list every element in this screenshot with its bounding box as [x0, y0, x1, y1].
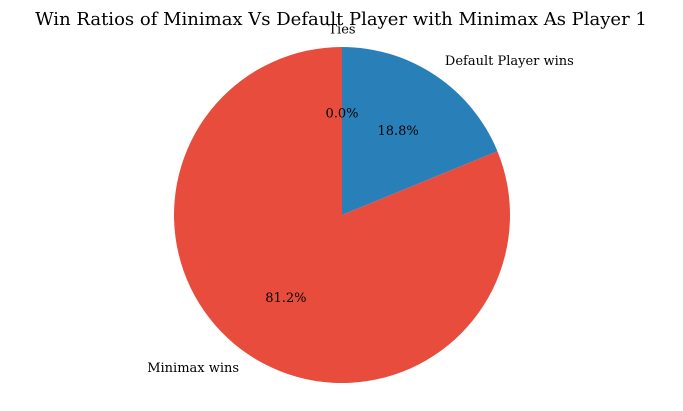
pie-slices: [173, 47, 510, 383]
pct-minimax-wins: 81.2%: [265, 291, 306, 306]
slice-default-player-wins: [342, 47, 498, 215]
label-minimax-wins: Minimax wins: [147, 361, 239, 376]
slice-minimax-wins: [173, 47, 510, 383]
label-ties: Ties: [328, 23, 355, 38]
chart-title: Win Ratios of Minimax Vs Default Player …: [35, 9, 647, 30]
pct-default-player-wins: 18.8%: [377, 124, 418, 139]
label-default-player-wins: Default Player wins: [445, 54, 574, 69]
pct-ties: 0.0%: [325, 107, 358, 122]
pie-labels: Ties 0.0% Default Player wins 18.8% Minimax …: [147, 23, 574, 376]
